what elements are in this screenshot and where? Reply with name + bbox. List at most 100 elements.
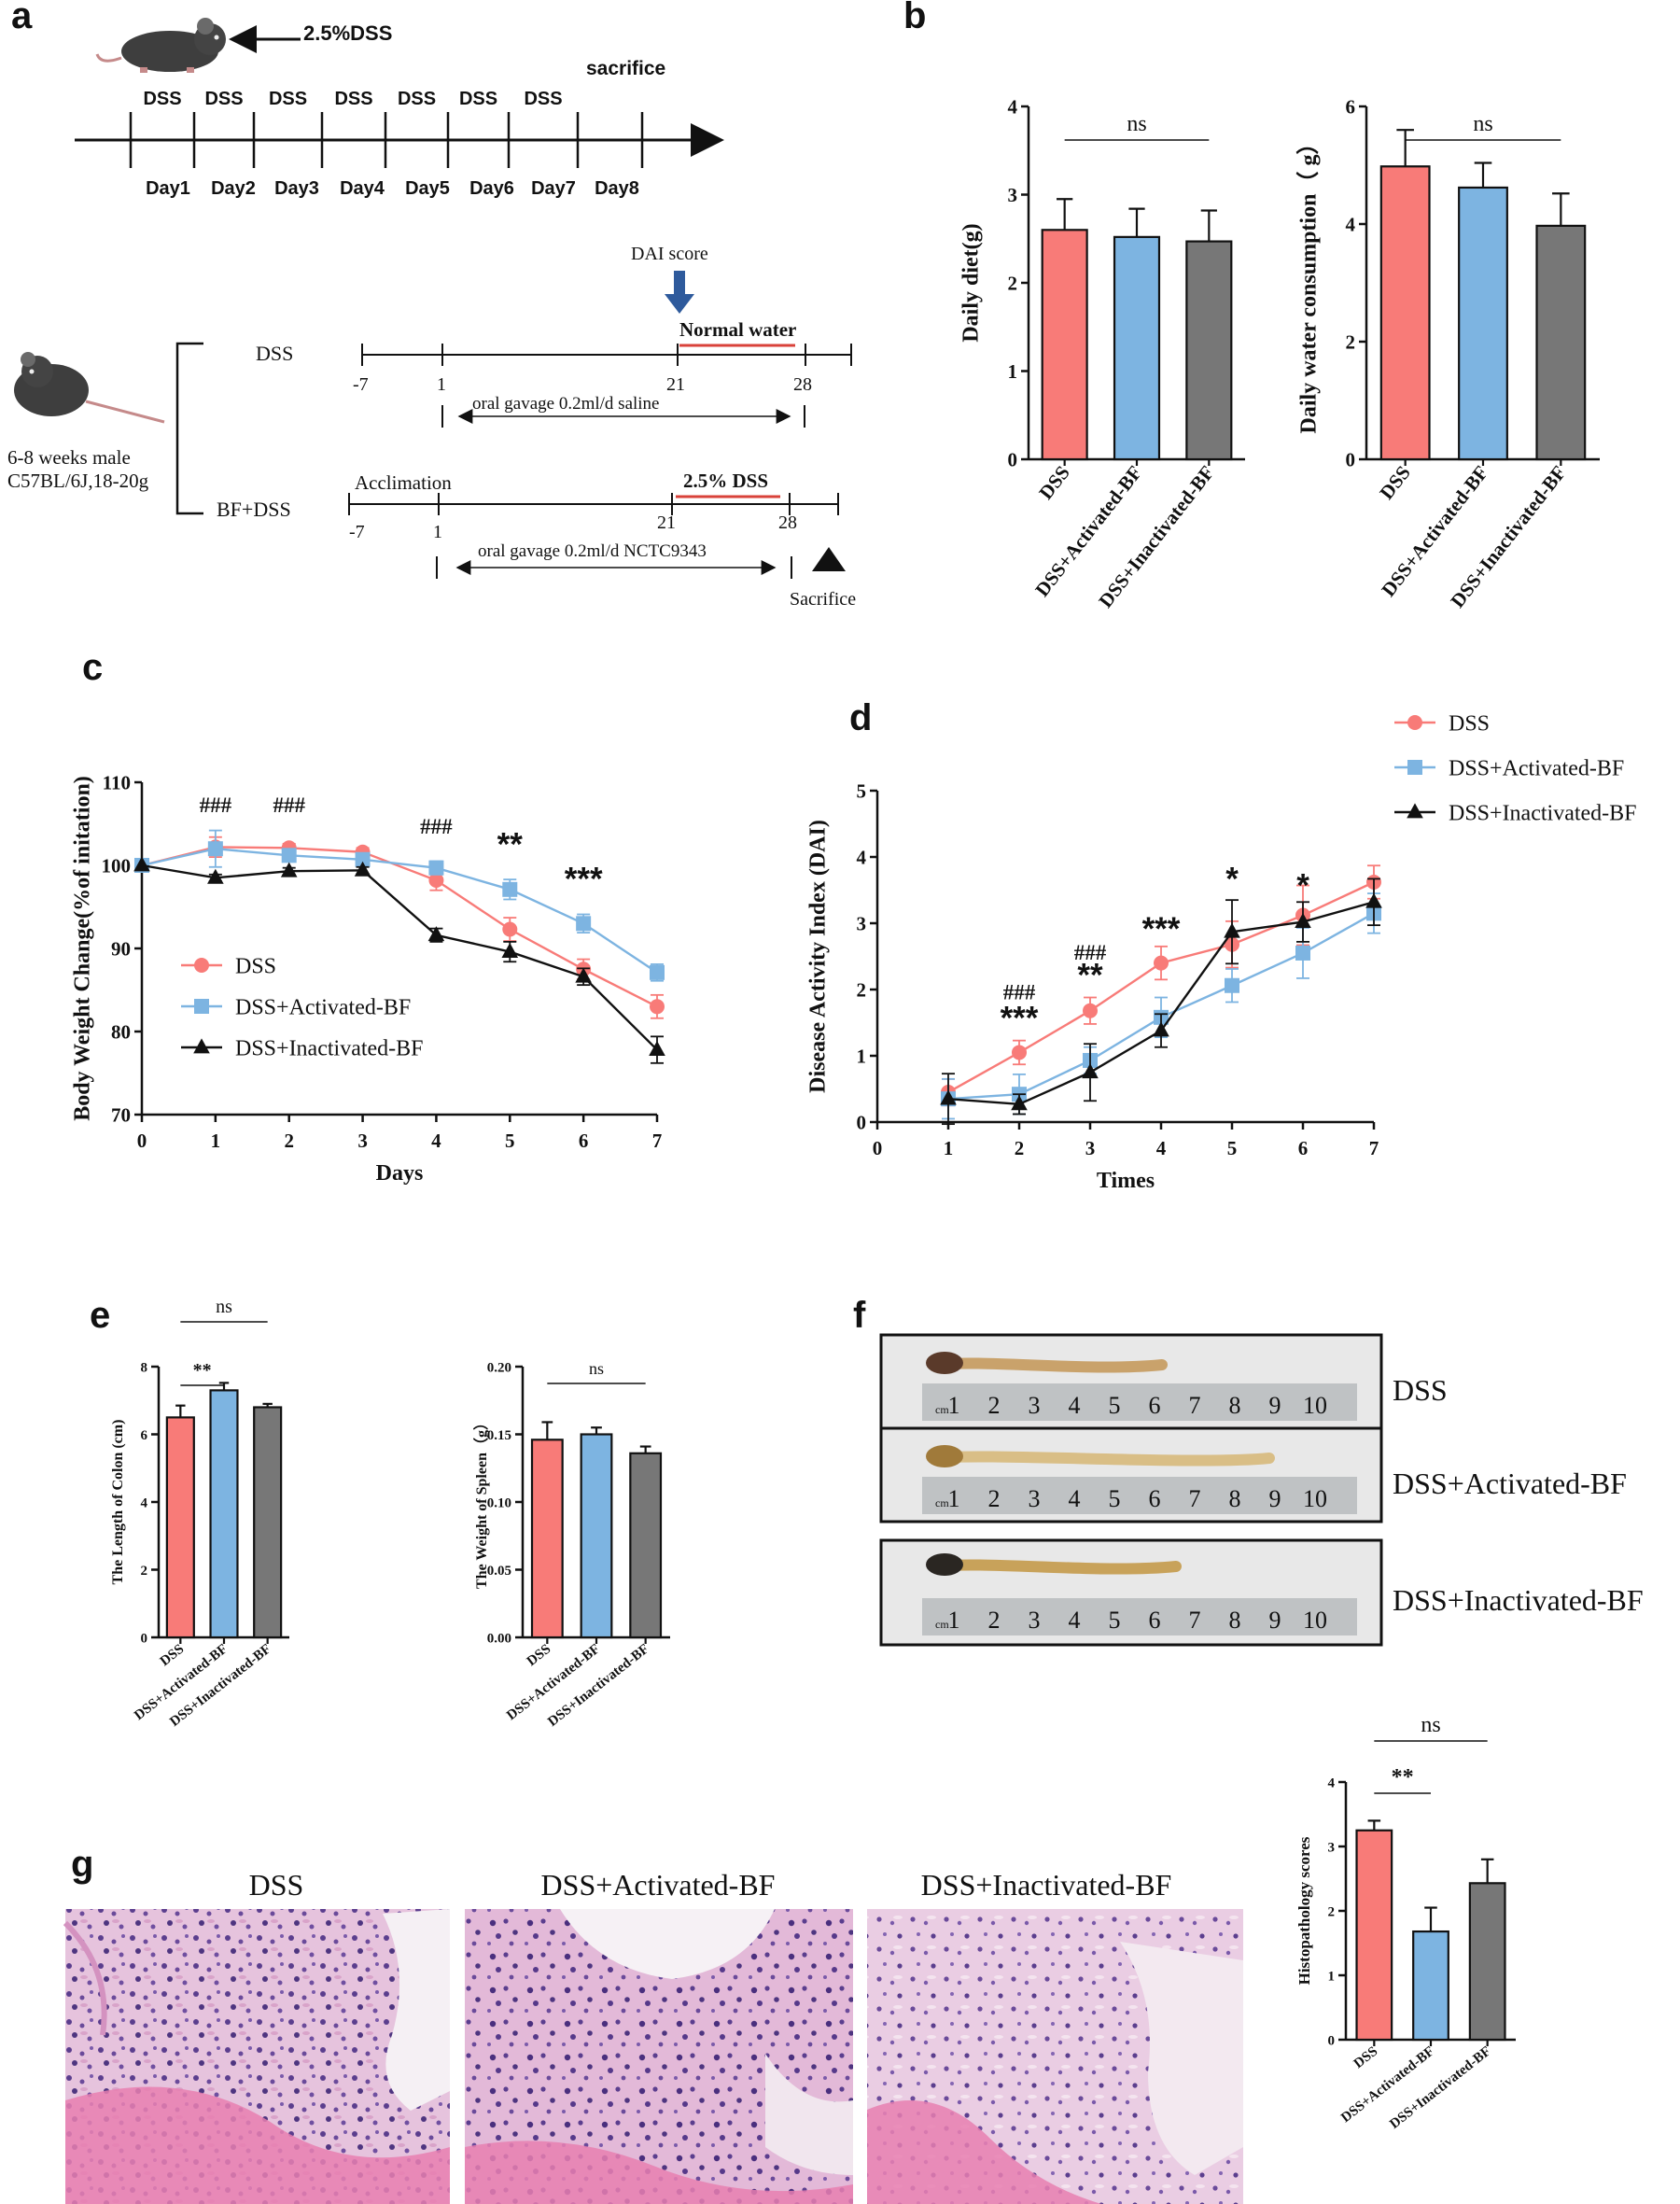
significance-label: ### xyxy=(200,793,232,817)
ruler xyxy=(922,1477,1357,1514)
x-tick-label: 3 xyxy=(357,1130,368,1152)
group-bracket xyxy=(175,342,203,515)
data-point xyxy=(650,964,665,980)
significance-label: ns xyxy=(1473,112,1492,136)
colon-specimen xyxy=(928,1451,1275,1467)
legend-marker xyxy=(1407,715,1422,730)
dss-day-label: DSS xyxy=(459,89,497,109)
y-tick-label: 4 xyxy=(141,1495,148,1510)
ruler-number: 3 xyxy=(1029,1607,1041,1634)
y-tick-label: 1 xyxy=(857,1045,867,1067)
mouse-description-line1: 6-8 weeks male xyxy=(7,446,131,469)
significance-label: ** xyxy=(1392,1765,1414,1790)
y-tick-label: 0.00 xyxy=(487,1631,511,1646)
y-tick-label: 110 xyxy=(103,771,131,793)
y-axis-label: Daily diet(g) xyxy=(959,223,983,342)
ruler-number: 2 xyxy=(988,1485,1001,1512)
data-point xyxy=(1012,1045,1027,1060)
protocol-tick-bf-2: 1 xyxy=(433,522,442,542)
x-tick-label: 5 xyxy=(505,1130,515,1152)
y-tick-label: 100 xyxy=(102,854,132,877)
x-axis-label: Days xyxy=(376,1161,424,1186)
data-point xyxy=(1153,1021,1169,1037)
panel-label-f: f xyxy=(853,1295,866,1336)
chart-spleen-weight: 0.00 0.05 0.10 0.15 0.20 The Weight of Spleen… xyxy=(473,1359,670,1730)
protocol-tick-bf-4: 28 xyxy=(778,512,797,533)
ruler-number: 2 xyxy=(988,1607,1001,1634)
y-tick-label: 80 xyxy=(111,1020,131,1043)
ruler-number: 10 xyxy=(1303,1607,1327,1634)
mouse-illustration-top xyxy=(95,18,226,73)
bar-1 xyxy=(530,1439,564,1639)
y-tick-label: 2 xyxy=(1328,1904,1336,1919)
panel-label-c: c xyxy=(82,647,103,688)
legend-label: DSS xyxy=(235,954,276,978)
panel-label-g: g xyxy=(71,1844,93,1885)
x-tick-label: 1 xyxy=(944,1137,954,1159)
y-tick-label: 4 xyxy=(857,846,867,868)
ruler-number: 6 xyxy=(1149,1607,1161,1634)
protocol-tick-bf-3: 21 xyxy=(657,512,676,533)
x-tick-label: 3 xyxy=(1085,1137,1096,1159)
legend-marker xyxy=(1407,760,1422,775)
colon-cecum xyxy=(926,1445,963,1467)
y-tick-label: 0 xyxy=(1346,448,1356,470)
day-label: Day3 xyxy=(274,178,319,199)
y-tick-label: 5 xyxy=(857,779,867,802)
data-point xyxy=(1082,1063,1099,1079)
ruler-number: 1 xyxy=(948,1392,960,1419)
x-tick-label: 6 xyxy=(579,1130,589,1152)
panel-label-d: d xyxy=(849,697,872,738)
y-tick-label: 1 xyxy=(1328,1969,1336,1984)
significance-label: ns xyxy=(216,1297,232,1317)
dss-day-label: DSS xyxy=(143,89,181,109)
x-tick-label: 0 xyxy=(873,1137,883,1159)
legend-label: DSS+Inactivated-BF xyxy=(1449,801,1637,825)
x-tick-label: DSS xyxy=(158,1642,188,1670)
timeline-top-ticks: DSS DSS DSS DSS DSS DSS DSS Day1 Day2 Day3 Day4 Day… xyxy=(129,89,644,199)
day-label: Day4 xyxy=(340,178,385,199)
ruler-number: 1 xyxy=(948,1607,960,1634)
protocol-tick-dss-2: 1 xyxy=(437,374,446,395)
data-point xyxy=(355,851,371,867)
ruler-number: 5 xyxy=(1109,1485,1121,1512)
y-tick-label: 0.15 xyxy=(487,1428,511,1443)
chart-dai: 0 1 2 3 4 5 0 1 2 3 4 5 6 7 Times Disease Activity Inde… xyxy=(805,711,1636,1193)
ruler-number: 5 xyxy=(1109,1392,1121,1419)
histology-image-activated xyxy=(465,1909,853,2204)
legend-marker xyxy=(194,958,209,973)
panel-g-histology: DSS DSS+Activated-BF DSS+Inactivated-BF xyxy=(63,1868,1243,2204)
ruler-number: 6 xyxy=(1149,1392,1161,1419)
day-label: Day2 xyxy=(211,178,256,199)
panel-label-a: a xyxy=(11,0,33,36)
protocol-tick-bf-1: -7 xyxy=(349,522,365,542)
series-line-2 xyxy=(141,847,658,974)
gavage-saline-label: oral gavage 0.2ml/d saline xyxy=(472,394,660,414)
bar-2 xyxy=(1458,186,1508,461)
bar-3 xyxy=(1185,240,1233,461)
x-tick-label: DSS xyxy=(1375,461,1415,503)
dss-percent-label: 2.5%DSS xyxy=(303,21,392,45)
ruler-number: 9 xyxy=(1269,1485,1281,1512)
day-label: Day1 xyxy=(146,178,190,199)
data-point xyxy=(650,999,665,1015)
ruler-number: 8 xyxy=(1229,1392,1241,1419)
data-point xyxy=(207,868,224,884)
panel-label-b: b xyxy=(903,0,926,36)
bar-2 xyxy=(209,1389,239,1639)
group-label-bf-dss: BF+DSS xyxy=(217,498,291,521)
y-tick-label: 3 xyxy=(1328,1840,1336,1855)
protocol-tick-dss-4: 28 xyxy=(793,374,812,395)
y-tick-label: 4 xyxy=(1008,95,1018,118)
dss-day-label: DSS xyxy=(398,89,436,109)
y-tick-label: 70 xyxy=(111,1103,131,1126)
legend-marker xyxy=(1407,803,1423,819)
bar-3 xyxy=(1535,224,1587,461)
histology-title-activated: DSS+Activated-BF xyxy=(541,1868,776,1902)
significance-label: ns xyxy=(1421,1713,1440,1737)
significance-label: * xyxy=(1296,868,1309,905)
data-point xyxy=(1154,955,1169,971)
